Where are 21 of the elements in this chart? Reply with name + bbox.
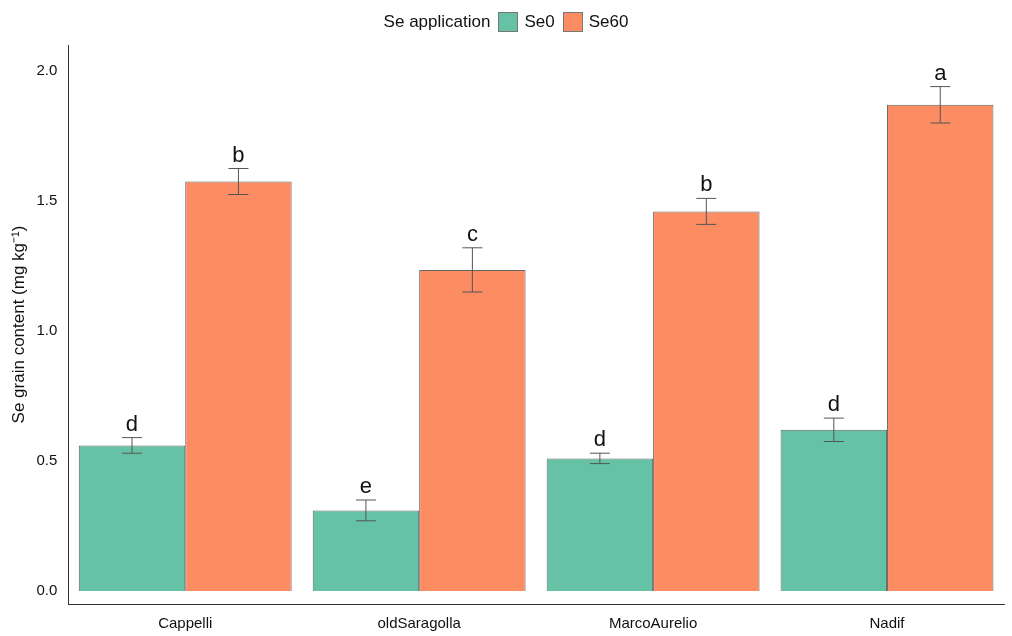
legend-label: Se60 xyxy=(588,12,629,32)
data-label: e xyxy=(359,473,373,499)
data-label: b xyxy=(700,171,713,197)
y-tick-label: 0.0 xyxy=(36,581,58,599)
y-tick-label: 2.0 xyxy=(36,61,58,79)
x-tick-label: Cappelli xyxy=(158,614,213,632)
y-tick-label: 1.5 xyxy=(36,191,58,209)
data-label: d xyxy=(827,391,840,417)
x-tick-label: MarcoAurelio xyxy=(608,614,698,632)
data-label: c xyxy=(466,220,478,246)
data-label: d xyxy=(593,426,606,452)
y-tick-label: 1.0 xyxy=(36,321,58,339)
data-label: b xyxy=(232,141,245,167)
y-tick-label: 0.5 xyxy=(36,451,58,469)
data-label: d xyxy=(125,410,139,436)
x-tick-label: Nadif xyxy=(869,614,906,632)
legend-label: Se0 xyxy=(524,12,555,32)
y-axis-title: Se grain content (mg kg⁻¹) xyxy=(8,225,28,424)
legend-title: Se application xyxy=(383,12,491,32)
data-label: a xyxy=(934,59,948,85)
x-tick-label: oldSaragolla xyxy=(377,614,462,632)
